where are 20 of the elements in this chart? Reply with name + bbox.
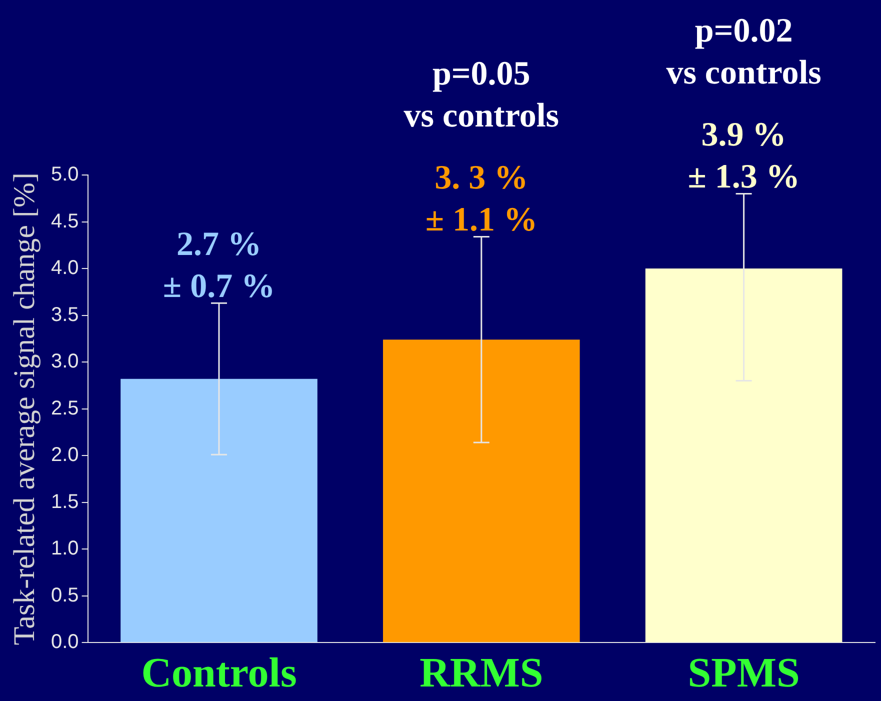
- y-tick-label: 3.0: [50, 350, 79, 373]
- y-tick-label: 2.5: [50, 397, 79, 420]
- x-tick-label: RRMS: [420, 650, 544, 697]
- annotation: 3. 3 % ± 1.1 %: [425, 160, 538, 239]
- y-tick-label: 1.5: [50, 490, 79, 513]
- y-tick-label: 3.5: [50, 304, 79, 326]
- y-tick-label: 0.0: [50, 631, 79, 654]
- annotation: 3.9 % ± 1.3 %: [688, 116, 800, 196]
- y-tick-label: 4.0: [50, 257, 79, 280]
- x-tick-label: Controls: [141, 650, 297, 697]
- y-tick-label: 4.5: [50, 210, 79, 232]
- y-tick-label: 2.0: [50, 444, 79, 466]
- text: p=0.05 vs controls: [404, 56, 560, 135]
- x-tick-label: SPMS: [688, 650, 800, 697]
- y-tick-label: 5.0: [50, 164, 79, 186]
- y-tick-label: 0.5: [50, 584, 79, 606]
- y-axis-title: Task-related average signal change [%]: [8, 172, 41, 646]
- y-tick-label: 1.0: [50, 538, 79, 560]
- text: p=0.02 vs controls: [666, 12, 822, 92]
- annotation: 2.7 % ± 0.7 %: [162, 226, 276, 306]
